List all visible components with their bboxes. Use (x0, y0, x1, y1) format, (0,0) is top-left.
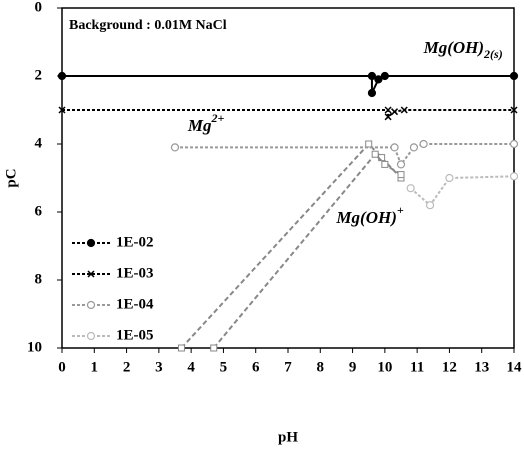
legend-marker (86, 238, 96, 248)
complex-line (212, 152, 402, 349)
x-tick-label: 9 (349, 359, 357, 375)
marker (371, 150, 379, 158)
marker (381, 160, 389, 168)
x-axis-title: pH (278, 429, 298, 445)
y-axis-title: pC (3, 168, 19, 187)
legend-label: 1E-05 (116, 327, 154, 343)
marker (509, 139, 519, 149)
y-tick-label: 6 (35, 203, 43, 219)
marker (384, 113, 392, 121)
marker (510, 106, 518, 114)
annotation: Mg2+ (187, 111, 225, 135)
y-tick-label: 0 (35, 0, 43, 15)
x-tick-label: 10 (377, 359, 392, 375)
legend-marker (87, 270, 95, 278)
marker (391, 108, 399, 116)
marker (170, 143, 180, 152)
series-line (62, 75, 514, 94)
marker (390, 143, 399, 152)
marker (57, 71, 67, 81)
x-tick-label: 8 (317, 359, 325, 375)
legend-label: 1E-02 (116, 234, 154, 250)
complex-line (180, 142, 402, 349)
marker (509, 71, 519, 81)
x-tick-label: 5 (220, 359, 228, 375)
y-tick-label: 2 (35, 67, 43, 83)
marker (396, 160, 406, 169)
marker (367, 88, 377, 98)
marker (384, 106, 392, 114)
x-tick-label: 4 (187, 359, 195, 375)
x-tick-label: 0 (58, 359, 66, 375)
x-tick-label: 14 (507, 359, 523, 375)
x-tick-label: 3 (155, 359, 163, 375)
x-tick-label: 1 (91, 359, 99, 375)
legend-label: 1E-04 (116, 296, 154, 312)
marker (177, 344, 185, 352)
marker (397, 171, 405, 179)
marker (374, 75, 383, 84)
marker (406, 184, 415, 193)
marker (425, 201, 435, 210)
x-tick-label: 7 (284, 359, 292, 375)
legend-marker (86, 331, 96, 341)
x-tick-label: 6 (252, 359, 260, 375)
marker (400, 106, 408, 114)
marker (367, 71, 377, 81)
marker (509, 172, 519, 181)
series-line (175, 143, 514, 167)
marker (58, 106, 66, 114)
background-note: Background : 0.01M NaCl (69, 18, 227, 33)
y-tick-label: 10 (27, 339, 42, 355)
annotation-sup: 2+ (211, 111, 225, 125)
series-line (62, 109, 514, 119)
y-tick-label: 4 (35, 135, 43, 151)
marker (409, 143, 419, 152)
annotation-text: Mg (187, 116, 212, 135)
legend-label: 1E-03 (116, 265, 154, 281)
x-tick-label: 11 (410, 359, 424, 375)
annotation: Mg(OH)2(s) (423, 38, 503, 61)
marker (445, 173, 454, 183)
x-tick-label: 13 (474, 359, 489, 375)
legend-marker (86, 300, 96, 310)
x-tick-label: 2 (123, 359, 131, 375)
marker (419, 139, 428, 149)
y-tick-label: 8 (35, 271, 43, 287)
series-line (410, 175, 515, 207)
annotation-sub: 2(s) (483, 47, 503, 61)
annotation-text: Mg(OH) (335, 208, 396, 227)
annotation-text: Mg(OH) (423, 38, 484, 57)
marker (365, 140, 373, 148)
marker (380, 71, 389, 81)
annotation: Mg(OH)+ (335, 203, 403, 227)
annotation-sup: + (397, 203, 404, 217)
marker (210, 344, 218, 352)
x-tick-label: 12 (442, 359, 457, 375)
